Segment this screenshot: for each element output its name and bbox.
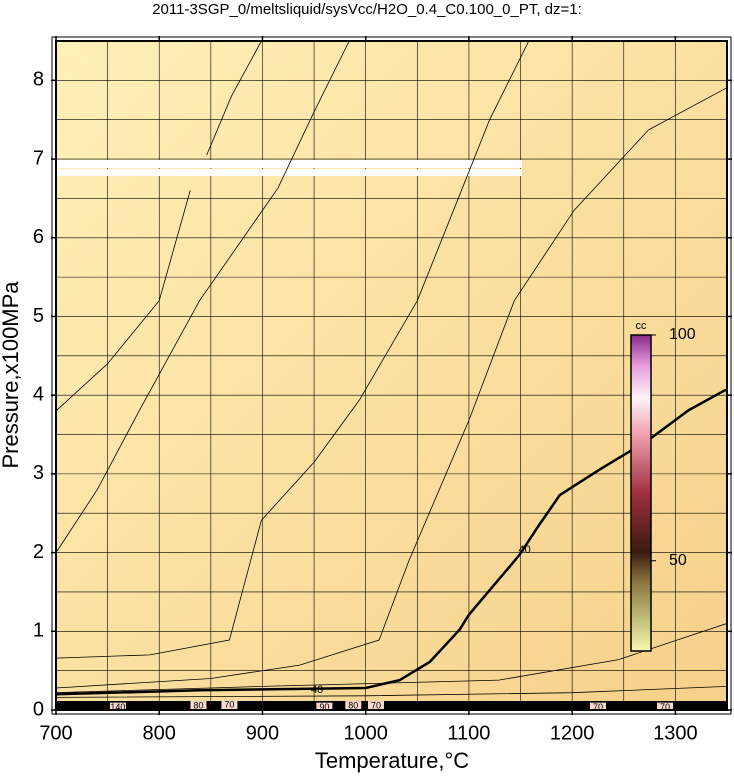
contour-line [56, 87, 727, 689]
contour-label: 90 [319, 702, 329, 712]
contour-label-box [589, 702, 606, 710]
y-tick-label: 2 [33, 541, 44, 563]
y-tick-label: 7 [33, 147, 44, 169]
contour-label: 70 [371, 700, 381, 710]
grid [56, 41, 727, 710]
axes: 700 800 900 1000 1100 1200 1300 0 1 2 3 4 5 6 7 8 [33, 36, 732, 744]
contour-label-box [109, 702, 126, 710]
contours: 40 40 140 80 70 90 80 70 70 70 [56, 41, 727, 712]
x-tick-label: 1100 [447, 722, 490, 744]
contour-line [56, 41, 350, 553]
x-tick-label: 1200 [550, 722, 595, 744]
y-tick-label: 4 [33, 383, 44, 405]
contour-label: 80 [348, 700, 358, 710]
chart-title: 2011-3SGP_0/meltsliquid/sysVcc/H2O_0.4_C… [152, 1, 582, 18]
x-tick-label: 900 [246, 722, 279, 744]
contour-line [56, 41, 262, 412]
contour-label: 140 [110, 702, 125, 712]
y-tick-label: 8 [33, 69, 44, 91]
contour-label-box [345, 701, 362, 710]
contour-label-box [368, 701, 385, 710]
x-tick-label: 1300 [653, 722, 698, 744]
dense-contours [56, 701, 727, 710]
x-tick-label: 1000 [343, 722, 388, 744]
contour-line [56, 686, 727, 698]
colorbar-tick-label: 50 [669, 552, 687, 569]
contour-label: 70 [593, 702, 603, 712]
x-tick-label: 800 [143, 722, 176, 744]
x-axis-label: Temperature,°C [315, 748, 469, 773]
contour-label: 40 [311, 684, 323, 696]
contour-line [56, 41, 530, 659]
y-axis-label: Pressure,x100MPa [0, 281, 23, 469]
x-tick-label: 700 [39, 722, 72, 744]
y-tick-label: 1 [33, 620, 44, 642]
frame [55, 40, 728, 711]
y-tick-label: 6 [33, 226, 44, 248]
y-tick-label: 0 [33, 698, 44, 720]
contour-line [56, 623, 727, 694]
y-tick-label: 5 [33, 305, 44, 327]
colorbar-tick-label: 100 [669, 326, 696, 343]
contour-label-box [190, 701, 207, 710]
y-tick-label: 3 [33, 462, 44, 484]
contour-label-box [657, 702, 674, 710]
contour-label: 70 [224, 700, 234, 710]
colorbar-scale [630, 334, 652, 652]
contour-label: 80 [193, 700, 203, 710]
missing-data [56, 169, 522, 176]
contour-label: 40 [519, 544, 531, 556]
contour-label-box [221, 700, 238, 710]
colorbar: cc 50 100 [630, 320, 696, 652]
colorbar-label: cc [636, 320, 648, 332]
plot-background [56, 41, 727, 710]
contour-label-box [316, 702, 333, 710]
contour-label: 70 [660, 702, 670, 712]
frame-outer [51, 36, 732, 715]
